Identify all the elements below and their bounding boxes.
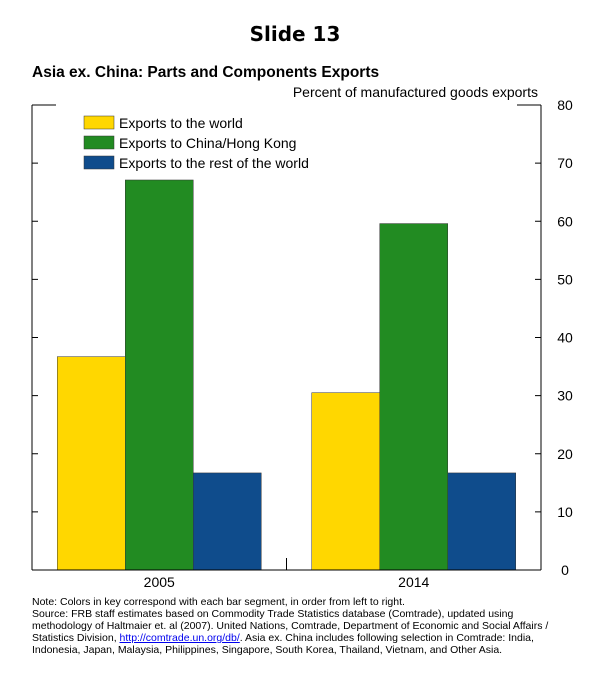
x-tick-label: 2014 xyxy=(398,574,429,590)
bars-group xyxy=(57,179,516,571)
y-tick-label: 30 xyxy=(557,388,573,404)
legend-label: Exports to the world xyxy=(119,115,243,131)
bar xyxy=(311,392,380,571)
y-tick-label: 70 xyxy=(557,155,573,171)
slide-title: Slide 13 xyxy=(249,22,341,46)
chart-title: Asia ex. China: Parts and Components Exp… xyxy=(32,64,380,81)
axes-group: 0 10 20 30 40 50 60 70 80 2005 2014 xyxy=(31,97,573,590)
bar xyxy=(193,472,262,571)
footnote-source-text-end: . Asia ex. China includes following sele… xyxy=(32,632,534,656)
y-tick-label: 40 xyxy=(557,330,573,346)
footnote: Note: Colors in key correspond with each… xyxy=(32,596,562,656)
bar xyxy=(125,179,194,571)
legend: Exports to the world Exports to China/Hon… xyxy=(83,115,309,171)
legend-label: Exports to China/Hong Kong xyxy=(119,135,296,151)
y-tick-label: 10 xyxy=(557,504,573,520)
bar-chart: 0 10 20 30 40 50 60 70 80 2005 2014 Exports to the… xyxy=(31,97,573,590)
x-tick-label: 2005 xyxy=(144,574,175,590)
legend-swatch xyxy=(83,135,115,150)
bar xyxy=(379,223,448,571)
footnote-source: Source: FRB staff estimates based on Com… xyxy=(32,608,562,656)
footnote-source-text: Source: FRB staff estimates based on Com… xyxy=(32,608,549,644)
y-tick-label: 0 xyxy=(561,562,569,578)
y-tick-label: 20 xyxy=(557,446,573,462)
footnote-note: Note: Colors in key correspond with each… xyxy=(32,596,405,608)
y-tick-label: 80 xyxy=(557,97,573,113)
y-tick-label: 60 xyxy=(557,213,573,229)
bar xyxy=(57,356,126,571)
y-tick-label: 50 xyxy=(557,271,573,287)
legend-label: Exports to the rest of the world xyxy=(119,155,309,171)
comtrade-link[interactable]: http://comtrade.un.org/db/ xyxy=(119,632,240,644)
legend-swatch xyxy=(83,115,115,130)
bar xyxy=(447,472,516,571)
legend-swatch xyxy=(83,155,115,170)
chart-subtitle: Percent of manufactured goods exports xyxy=(292,84,538,100)
